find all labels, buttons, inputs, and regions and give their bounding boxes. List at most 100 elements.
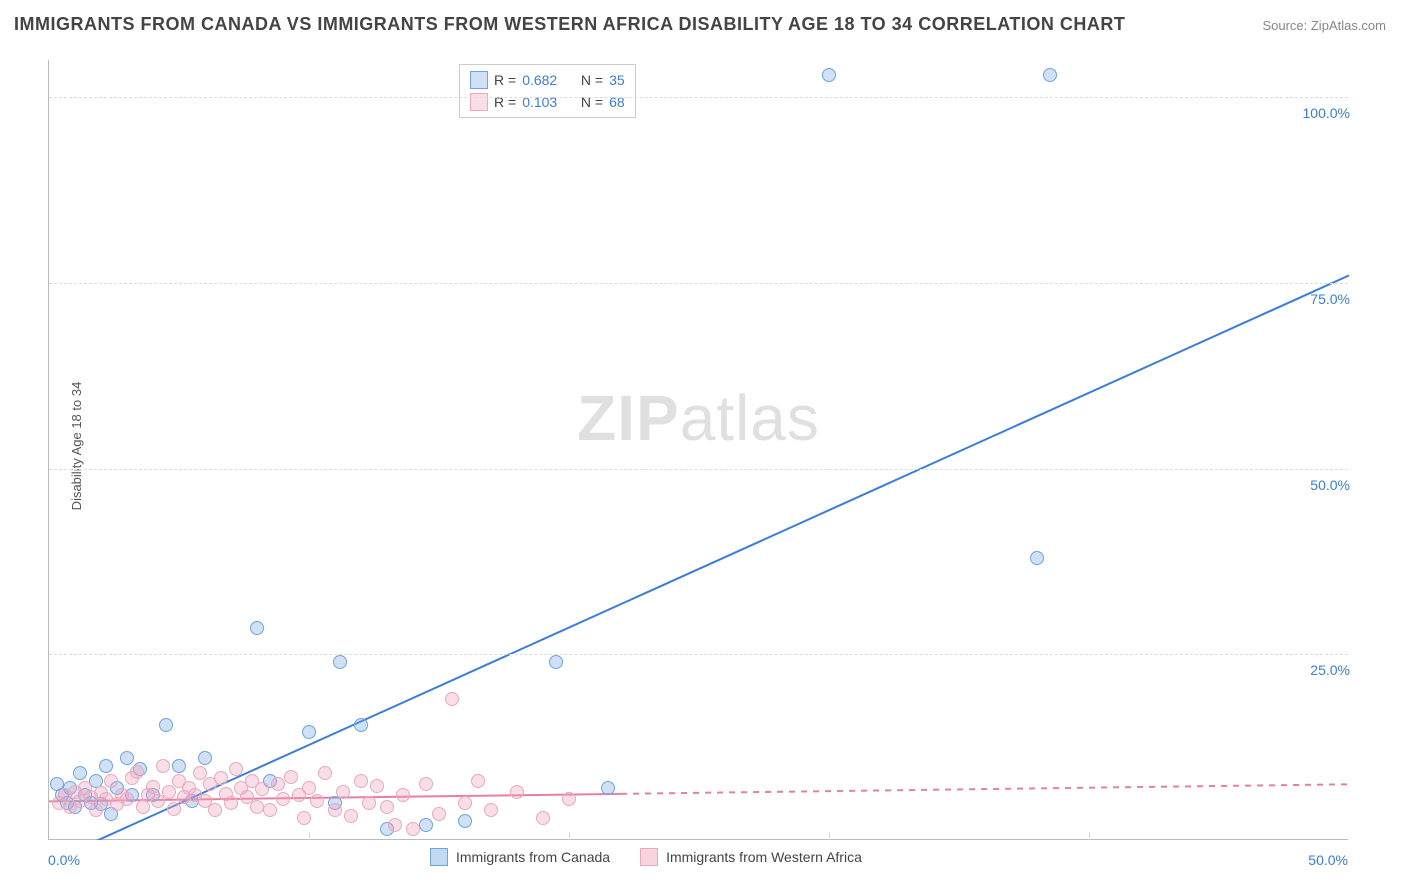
data-point bbox=[73, 766, 87, 780]
data-point bbox=[396, 788, 410, 802]
data-point bbox=[333, 655, 347, 669]
data-point bbox=[601, 781, 615, 795]
n-value: 35 bbox=[609, 69, 625, 91]
r-value: 0.682 bbox=[522, 69, 557, 91]
data-point bbox=[318, 766, 332, 780]
data-point bbox=[271, 777, 285, 791]
chart-title: IMMIGRANTS FROM CANADA VS IMMIGRANTS FRO… bbox=[14, 14, 1125, 35]
gridline-vertical bbox=[569, 832, 570, 840]
x-axis-max-label: 50.0% bbox=[1308, 852, 1348, 868]
data-point bbox=[250, 800, 264, 814]
data-point bbox=[302, 725, 316, 739]
data-point bbox=[328, 803, 342, 817]
legend-stat-row: R = 0.682 N = 35 bbox=[470, 69, 625, 91]
legend-stat-row: R = 0.103 N = 68 bbox=[470, 91, 625, 113]
data-point bbox=[419, 818, 433, 832]
y-tick-label: 75.0% bbox=[1310, 291, 1350, 307]
data-point bbox=[432, 807, 446, 821]
correlation-legend: R = 0.682 N = 35R = 0.103 N = 68 bbox=[459, 64, 636, 118]
r-label: R = bbox=[494, 69, 516, 91]
data-point bbox=[302, 781, 316, 795]
legend-swatch bbox=[470, 93, 488, 111]
data-point bbox=[354, 774, 368, 788]
watermark: ZIPatlas bbox=[577, 381, 820, 455]
legend-item: Immigrants from Canada bbox=[430, 848, 610, 866]
n-value: 68 bbox=[609, 91, 625, 113]
data-point bbox=[89, 803, 103, 817]
y-tick-label: 25.0% bbox=[1310, 662, 1350, 678]
source-link[interactable]: ZipAtlas.com bbox=[1311, 18, 1386, 33]
legend-swatch bbox=[430, 848, 448, 866]
plot-area: ZIPatlas R = 0.682 N = 35R = 0.103 N = 6… bbox=[48, 60, 1348, 840]
chart-container: { "title": "IMMIGRANTS FROM CANADA VS IM… bbox=[0, 0, 1406, 892]
data-point bbox=[263, 803, 277, 817]
data-point bbox=[310, 794, 324, 808]
data-point bbox=[99, 759, 113, 773]
data-point bbox=[549, 655, 563, 669]
data-point bbox=[255, 782, 269, 796]
data-point bbox=[471, 774, 485, 788]
data-point bbox=[208, 803, 222, 817]
r-label: R = bbox=[494, 91, 516, 113]
data-point bbox=[276, 792, 290, 806]
data-point bbox=[159, 718, 173, 732]
series-legend: Immigrants from Canada Immigrants from We… bbox=[430, 848, 862, 866]
data-point bbox=[229, 762, 243, 776]
source-prefix: Source: bbox=[1262, 18, 1310, 33]
data-point bbox=[336, 785, 350, 799]
data-point bbox=[224, 796, 238, 810]
data-point bbox=[104, 774, 118, 788]
y-tick-label: 100.0% bbox=[1303, 105, 1350, 121]
data-point bbox=[1043, 68, 1057, 82]
n-label: N = bbox=[581, 91, 603, 113]
data-point bbox=[458, 814, 472, 828]
x-axis-min-label: 0.0% bbox=[48, 852, 80, 868]
gridline-vertical bbox=[309, 832, 310, 840]
data-point bbox=[419, 777, 433, 791]
data-point bbox=[406, 822, 420, 836]
legend-swatch bbox=[640, 848, 658, 866]
data-point bbox=[344, 809, 358, 823]
data-point bbox=[284, 770, 298, 784]
legend-label: Immigrants from Western Africa bbox=[666, 849, 862, 865]
watermark-bold: ZIP bbox=[577, 382, 680, 454]
gridline-horizontal bbox=[49, 97, 1348, 98]
data-point bbox=[198, 751, 212, 765]
data-point bbox=[370, 779, 384, 793]
data-point bbox=[167, 802, 181, 816]
data-point bbox=[362, 796, 376, 810]
data-point bbox=[162, 785, 176, 799]
data-point bbox=[354, 718, 368, 732]
trend-lines bbox=[49, 60, 1349, 840]
gridline-horizontal bbox=[49, 283, 1348, 284]
data-point bbox=[380, 800, 394, 814]
legend-swatch bbox=[470, 71, 488, 89]
data-point bbox=[250, 621, 264, 635]
legend-label: Immigrants from Canada bbox=[456, 849, 610, 865]
data-point bbox=[388, 818, 402, 832]
data-point bbox=[562, 792, 576, 806]
data-point bbox=[1030, 551, 1044, 565]
data-point bbox=[120, 792, 134, 806]
data-point bbox=[297, 811, 311, 825]
r-value: 0.103 bbox=[522, 91, 557, 113]
y-tick-label: 50.0% bbox=[1310, 477, 1350, 493]
data-point bbox=[822, 68, 836, 82]
data-point bbox=[214, 771, 228, 785]
data-point bbox=[484, 803, 498, 817]
gridline-vertical bbox=[1089, 832, 1090, 840]
gridline-horizontal bbox=[49, 469, 1348, 470]
data-point bbox=[172, 759, 186, 773]
data-point bbox=[445, 692, 459, 706]
data-point bbox=[156, 759, 170, 773]
data-point bbox=[130, 765, 144, 779]
data-point bbox=[536, 811, 550, 825]
n-label: N = bbox=[581, 69, 603, 91]
source-credit: Source: ZipAtlas.com bbox=[1262, 18, 1386, 33]
data-point bbox=[146, 780, 160, 794]
data-point bbox=[510, 785, 524, 799]
gridline-vertical bbox=[829, 832, 830, 840]
watermark-light: atlas bbox=[680, 382, 820, 454]
data-point bbox=[458, 796, 472, 810]
gridline-horizontal bbox=[49, 654, 1348, 655]
